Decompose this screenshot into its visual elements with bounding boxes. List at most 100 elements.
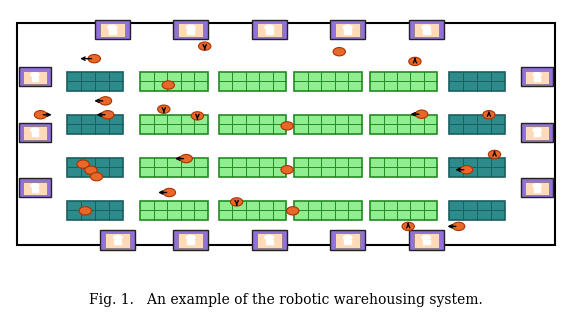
Circle shape: [422, 235, 431, 240]
Bar: [370, 72, 438, 90]
Bar: [295, 201, 362, 220]
Bar: [173, 20, 208, 40]
Bar: [19, 178, 51, 197]
Bar: [330, 20, 365, 40]
Bar: [295, 72, 362, 90]
Bar: [95, 20, 130, 40]
Ellipse shape: [287, 207, 299, 215]
Bar: [140, 115, 208, 134]
Bar: [521, 123, 553, 142]
Polygon shape: [265, 30, 273, 33]
Ellipse shape: [281, 122, 293, 130]
Bar: [526, 126, 549, 140]
Circle shape: [31, 128, 39, 132]
Bar: [140, 158, 208, 177]
Ellipse shape: [90, 173, 103, 181]
Bar: [219, 72, 286, 90]
Bar: [252, 20, 287, 40]
Circle shape: [422, 25, 431, 30]
Ellipse shape: [34, 110, 47, 119]
Ellipse shape: [85, 166, 97, 174]
Ellipse shape: [158, 105, 170, 113]
Ellipse shape: [460, 166, 472, 174]
Bar: [252, 230, 287, 250]
Polygon shape: [534, 188, 541, 192]
Ellipse shape: [488, 150, 500, 158]
Ellipse shape: [452, 222, 465, 231]
Bar: [178, 23, 203, 37]
Bar: [100, 23, 125, 37]
Circle shape: [113, 235, 122, 240]
Bar: [173, 230, 208, 250]
Ellipse shape: [88, 55, 101, 63]
Bar: [219, 201, 286, 220]
Bar: [23, 126, 46, 140]
Polygon shape: [31, 77, 38, 80]
Bar: [295, 158, 362, 177]
Bar: [19, 67, 51, 86]
Bar: [257, 233, 281, 248]
Polygon shape: [344, 30, 351, 33]
Bar: [448, 115, 505, 134]
Polygon shape: [534, 132, 541, 136]
Polygon shape: [265, 240, 273, 244]
Bar: [67, 201, 124, 220]
Bar: [370, 158, 438, 177]
Bar: [335, 233, 360, 248]
Polygon shape: [187, 240, 194, 244]
Ellipse shape: [402, 222, 414, 231]
Bar: [23, 182, 46, 195]
Ellipse shape: [483, 110, 495, 119]
Circle shape: [186, 25, 195, 30]
Polygon shape: [31, 188, 38, 192]
Ellipse shape: [191, 112, 204, 120]
Polygon shape: [187, 30, 194, 33]
Bar: [105, 233, 130, 248]
Ellipse shape: [415, 110, 428, 118]
Polygon shape: [423, 240, 430, 244]
Ellipse shape: [162, 81, 174, 89]
Ellipse shape: [163, 188, 176, 197]
Bar: [526, 71, 549, 84]
Bar: [219, 158, 286, 177]
Bar: [67, 115, 124, 134]
Bar: [335, 23, 360, 37]
Bar: [448, 72, 505, 90]
Ellipse shape: [231, 198, 243, 206]
Bar: [219, 115, 286, 134]
Bar: [409, 230, 443, 250]
Polygon shape: [31, 132, 38, 136]
Polygon shape: [534, 77, 541, 80]
Bar: [23, 71, 46, 84]
Circle shape: [186, 235, 195, 240]
Bar: [521, 178, 553, 197]
Ellipse shape: [102, 110, 114, 119]
Bar: [526, 182, 549, 195]
Bar: [330, 230, 365, 250]
Bar: [414, 23, 439, 37]
Bar: [409, 20, 443, 40]
Circle shape: [533, 73, 541, 77]
Bar: [140, 72, 208, 90]
Circle shape: [533, 184, 541, 188]
Circle shape: [265, 235, 273, 240]
Ellipse shape: [79, 207, 92, 215]
Circle shape: [343, 235, 352, 240]
Circle shape: [31, 184, 39, 188]
Ellipse shape: [333, 47, 345, 56]
Ellipse shape: [180, 154, 192, 163]
Circle shape: [31, 73, 39, 77]
Bar: [448, 158, 505, 177]
Ellipse shape: [100, 97, 112, 105]
Circle shape: [533, 128, 541, 132]
Bar: [140, 201, 208, 220]
Bar: [370, 115, 438, 134]
Bar: [448, 201, 505, 220]
Bar: [67, 72, 124, 90]
Bar: [257, 23, 281, 37]
Bar: [178, 233, 203, 248]
Bar: [19, 123, 51, 142]
Ellipse shape: [77, 160, 89, 168]
Text: Fig. 1.   An example of the robotic warehousing system.: Fig. 1. An example of the robotic wareho…: [89, 293, 483, 306]
Circle shape: [108, 25, 117, 30]
